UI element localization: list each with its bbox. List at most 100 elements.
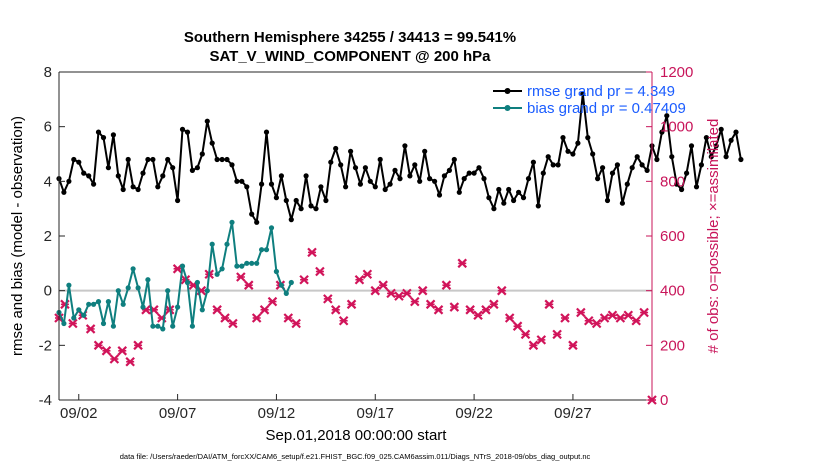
obs-marker [386,288,396,299]
bias-point [278,282,284,288]
rmse-point [590,151,596,157]
rmse-point [125,156,131,163]
rmse-point [728,137,734,143]
x-tick-label: 09/17 [356,405,394,422]
rmse-point [585,135,591,141]
footer-data-file: data file: /Users/raeder/DAI/ATM_forcXX/… [120,452,591,461]
rmse-point [244,184,250,190]
bias-point [165,288,171,294]
rmse-point [283,197,289,204]
rmse-point [61,189,67,195]
obs-marker [346,299,357,310]
legend-rmse-marker [504,88,511,94]
rmse-point [451,156,457,163]
rmse-point [614,162,621,168]
bias-point [86,301,92,307]
bias-point [130,266,136,272]
rmse-point [165,156,171,163]
obs-marker [267,296,278,307]
bias-point [115,288,121,294]
bias-point [66,282,72,288]
rmse-point [580,91,586,97]
rmse-point [278,173,284,179]
obs-marker [473,310,483,321]
legend-bias-label: bias grand pr = 0.47409 [527,100,686,117]
y-tick-label: 6 [44,119,52,136]
rmse-point [530,159,537,165]
obs-marker [291,318,301,329]
y-tick-label: 0 [44,283,52,300]
obs-marker [236,272,246,282]
obs-marker [520,329,531,340]
obs-marker [402,288,412,299]
rmse-point [619,200,626,206]
obs-marker [457,258,468,269]
rmse-point [110,132,116,138]
obs-marker [496,285,507,296]
y-axis-label-right: # of obs: o=possible; ×=assimilated [705,119,722,354]
rmse-point [328,159,334,165]
rmse-point [510,197,517,204]
obs-marker [639,307,649,318]
obs-marker [220,313,230,323]
rmse-point [313,206,319,212]
rmse-point [318,184,324,190]
bias-point [179,263,186,269]
rmse-point [224,156,230,163]
obs-marker [394,291,404,301]
rmse-point [674,181,680,187]
rmse-point [575,140,581,146]
obs-marker [85,324,96,334]
rmse-point [644,167,650,173]
rmse-point [535,203,541,209]
obs-marker [362,269,373,280]
y-right-tick-label: 200 [660,337,685,354]
rmse-point [204,118,210,124]
obs-marker [283,313,294,323]
y-tick-label: -4 [39,392,52,409]
bias-point [199,307,205,313]
bias-point [263,247,270,253]
bias-point [219,266,225,272]
rmse-point [669,154,675,160]
y-tick-label: -2 [39,337,52,354]
bias-point [150,323,156,329]
rmse-point [303,173,309,179]
rmse-point [545,154,551,160]
rmse-point [560,135,566,141]
obs-marker [109,354,120,364]
rmse-point [624,181,630,187]
obs-marker [568,340,578,351]
rmse-point [713,143,719,149]
obs-marker [68,318,78,329]
rmse-point [387,181,393,187]
rmse-point [254,219,260,225]
obs-marker [560,313,570,323]
rmse-point [140,170,146,176]
rmse-point [338,162,344,168]
rmse-point [600,165,606,171]
obs-marker [354,274,365,285]
rmse-point [382,186,388,193]
rmse-point [293,197,299,204]
obs-marker [615,313,626,323]
obs-marker [528,340,539,351]
rmse-point [66,178,72,184]
obs-marker [228,318,238,329]
rmse-point [130,184,136,190]
rmse-point [308,203,314,209]
rmse-point [550,162,556,168]
rmse-point [634,154,640,160]
rmse-point [525,176,532,182]
rmse-point [654,156,660,163]
obs-marker [552,329,562,340]
bias-point [91,301,97,307]
rmse-point [234,178,240,184]
obs-marker [425,299,436,310]
rmse-point [71,156,77,163]
rmse-point [417,178,423,184]
rmse-point [155,184,161,190]
rmse-point [86,173,92,179]
rmse-point [432,178,438,184]
obs-marker [410,296,420,307]
